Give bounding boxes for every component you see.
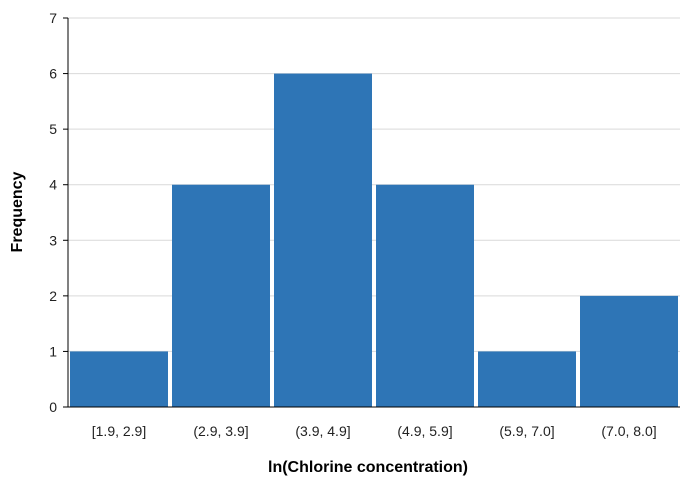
y-axis-title: Frequency — [9, 171, 26, 252]
y-tick-label: 4 — [49, 177, 57, 193]
y-tick-label: 7 — [49, 10, 57, 26]
bar-1 — [70, 351, 168, 407]
axes — [63, 17, 680, 408]
bar-6 — [580, 295, 678, 407]
x-tick-label: (4.9, 5.9] — [397, 423, 452, 439]
bar-3 — [274, 73, 372, 408]
y-tick-label: 1 — [49, 343, 57, 359]
bar-2 — [172, 184, 270, 407]
gridlines — [68, 17, 680, 352]
x-tick-label: (3.9, 4.9] — [295, 423, 350, 439]
bar-4 — [376, 184, 474, 407]
x-tick-label: [1.9, 2.9] — [92, 423, 146, 439]
y-tick-label: 2 — [49, 288, 57, 304]
x-tick-labels: [1.9, 2.9] (2.9, 3.9] (3.9, 4.9] (4.9, 5.9]… — [92, 423, 657, 439]
x-tick-label: (7.0, 8.0] — [601, 423, 656, 439]
y-tick-label: 0 — [49, 399, 57, 415]
x-tick-label: (5.9, 7.0] — [499, 423, 554, 439]
y-tick-label: 5 — [49, 121, 57, 137]
y-tick-labels: 0 1 2 3 4 5 6 7 — [49, 10, 57, 415]
x-axis-title: ln(Chlorine concentration) — [268, 459, 468, 476]
bar-5 — [478, 351, 576, 407]
bars — [70, 73, 678, 408]
y-tick-label: 6 — [49, 66, 57, 82]
x-tick-label: (2.9, 3.9] — [193, 423, 248, 439]
y-tick-label: 3 — [49, 232, 57, 248]
